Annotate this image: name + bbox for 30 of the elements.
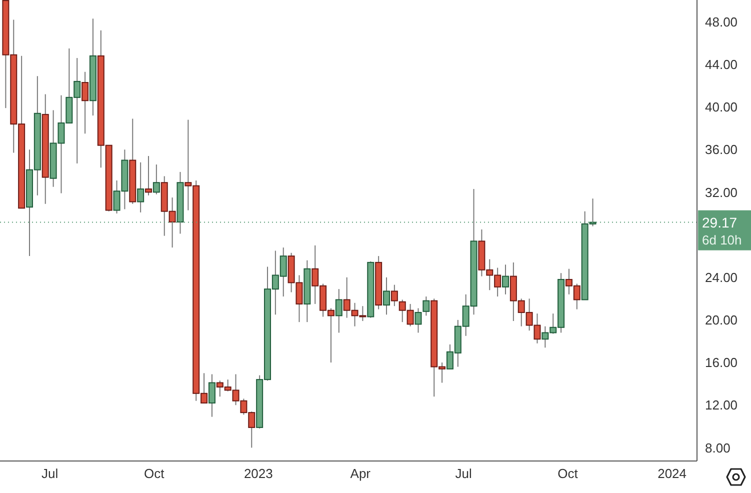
x-tick-label: 2023 bbox=[244, 466, 273, 482]
y-tick-label: 16.00 bbox=[705, 355, 738, 370]
candlestick bbox=[335, 288, 342, 334]
x-tick-label: Oct bbox=[558, 466, 578, 482]
x-tick-label: Jul bbox=[42, 466, 58, 482]
y-tick-label: 44.00 bbox=[705, 57, 738, 72]
x-tick-label: Oct bbox=[144, 466, 165, 482]
y-tick-label: 32.00 bbox=[705, 184, 738, 200]
candlestick bbox=[502, 264, 509, 295]
y-tick-label: 20.00 bbox=[705, 312, 738, 328]
x-tick-label: Apr bbox=[350, 466, 372, 482]
candlestick bbox=[422, 296, 430, 316]
ref-line-label: 29.17 bbox=[702, 214, 738, 230]
candlestick bbox=[383, 276, 390, 316]
x-tick-label: Jul bbox=[455, 466, 472, 482]
candlestick bbox=[414, 308, 422, 334]
y-tick-label: 36.00 bbox=[705, 142, 738, 158]
candlestick bbox=[152, 164, 160, 195]
candlestick bbox=[208, 374, 216, 418]
y-tick-label: 48.00 bbox=[705, 14, 738, 30]
y-tick-label: 40.00 bbox=[705, 100, 738, 115]
candlestick bbox=[137, 162, 144, 213]
y-tick-label: 8.00 bbox=[705, 440, 730, 456]
y-tick-label: 24.00 bbox=[705, 270, 738, 285]
text: 6d 10h bbox=[702, 232, 742, 248]
candlestick bbox=[145, 155, 152, 196]
candlestick bbox=[390, 284, 398, 307]
candlestick bbox=[82, 71, 89, 134]
x-tick-label: 2024 bbox=[658, 466, 687, 482]
y-tick-label: 12.00 bbox=[705, 398, 738, 413]
